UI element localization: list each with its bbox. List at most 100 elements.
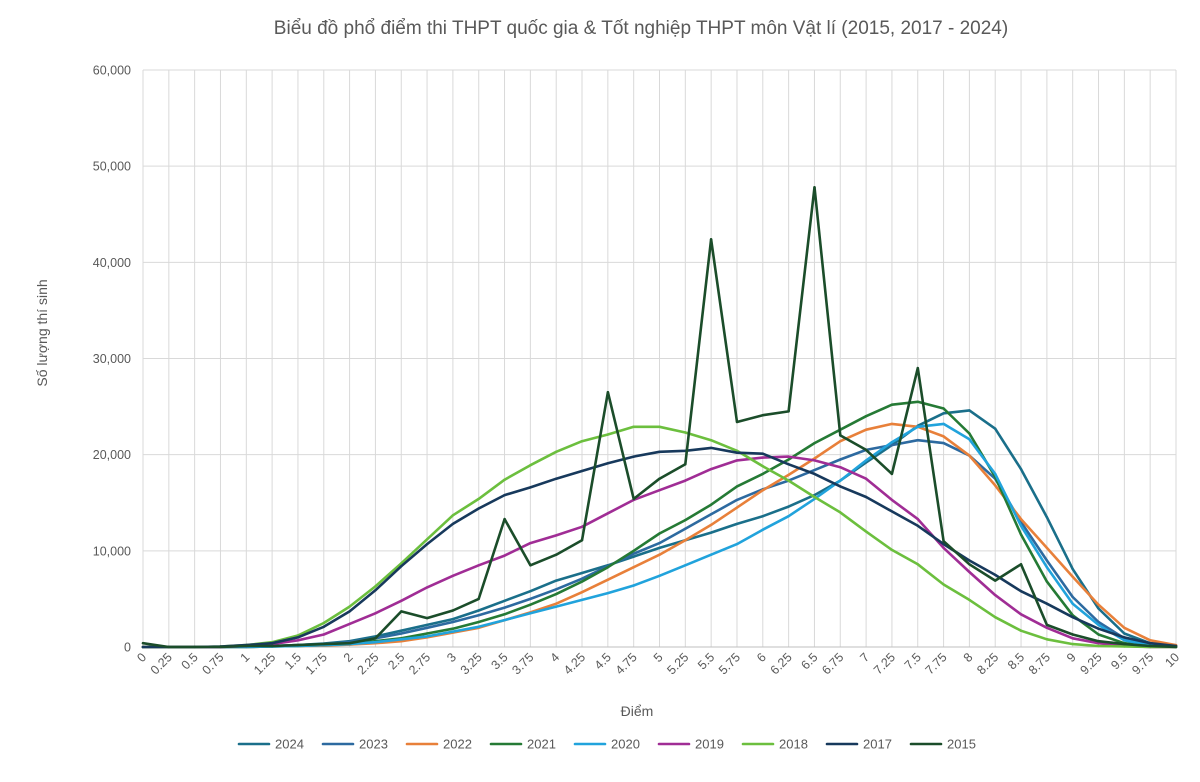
data-point-2019	[684, 479, 687, 482]
data-point-2022	[1045, 546, 1049, 550]
data-point-2022	[658, 553, 661, 556]
data-point-2021	[658, 532, 661, 535]
data-point-2019	[400, 599, 403, 602]
data-point-2018	[968, 598, 971, 602]
data-point-2023	[580, 577, 584, 580]
data-point-2020	[606, 591, 610, 595]
data-point-2015	[968, 563, 971, 566]
data-point-2019	[606, 512, 610, 515]
y-tick-label: 30,000	[93, 352, 131, 366]
data-point-2017	[1019, 590, 1023, 593]
data-point-2019	[477, 564, 480, 567]
data-point-2019	[890, 498, 894, 502]
y-tick-label: 0	[124, 641, 131, 655]
data-point-2019	[1045, 626, 1049, 629]
data-point-2021	[787, 458, 790, 461]
data-point-2018	[658, 425, 661, 428]
data-point-2020	[1045, 566, 1049, 569]
data-point-2019	[296, 639, 300, 642]
data-point-2021	[916, 400, 919, 403]
data-point-2018	[477, 497, 480, 501]
data-point-2022	[735, 506, 739, 509]
data-point-2015	[761, 414, 764, 417]
data-point-2024	[942, 412, 945, 415]
data-point-2018	[864, 530, 868, 533]
data-point-2021	[529, 603, 532, 606]
data-point-2018	[994, 616, 997, 619]
series-2017	[141, 446, 1178, 649]
data-point-2024	[658, 546, 661, 550]
data-point-2020	[580, 598, 584, 602]
data-point-2022	[994, 484, 997, 487]
data-point-2024	[477, 609, 480, 612]
legend-label: 2023	[359, 737, 388, 752]
data-point-2017	[606, 462, 610, 465]
data-point-2022	[1123, 626, 1126, 629]
data-point-2015	[555, 553, 558, 556]
data-point-2022	[968, 454, 971, 457]
data-point-2015	[270, 644, 274, 648]
data-point-2015	[839, 434, 842, 437]
data-point-2017	[1097, 627, 1100, 630]
data-point-2015	[296, 643, 300, 647]
data-point-2017	[839, 485, 842, 488]
data-point-2022	[761, 489, 764, 492]
data-point-2022	[787, 473, 790, 477]
data-point-2019	[1097, 642, 1100, 645]
data-point-2017	[270, 642, 274, 645]
data-point-2018	[529, 464, 532, 467]
data-point-2018	[348, 605, 351, 608]
data-point-2015	[580, 539, 584, 542]
data-point-2017	[632, 455, 635, 458]
data-point-2017	[968, 559, 971, 562]
data-point-2022	[632, 566, 635, 569]
data-point-2015	[1174, 645, 1178, 649]
data-point-2019	[658, 489, 661, 492]
data-point-2019	[968, 570, 971, 574]
data-point-2015	[632, 497, 635, 501]
data-point-2024	[968, 409, 971, 412]
data-point-2023	[684, 527, 687, 530]
data-point-2022	[709, 523, 713, 527]
data-point-2024	[1097, 607, 1100, 610]
y-tick-label: 20,000	[93, 448, 131, 462]
data-point-2020	[1071, 602, 1074, 605]
data-point-2018	[503, 478, 506, 481]
data-point-2020	[658, 574, 661, 577]
data-point-2018	[400, 562, 403, 565]
y-tick-label: 50,000	[93, 160, 131, 174]
data-point-2024	[400, 629, 403, 632]
data-point-2017	[374, 589, 377, 592]
data-point-2017	[580, 469, 584, 473]
y-tick-label: 60,000	[93, 64, 131, 78]
data-point-2021	[580, 580, 584, 583]
data-point-2018	[813, 495, 816, 499]
data-point-2018	[374, 585, 377, 588]
data-point-2015	[451, 609, 455, 612]
legend-label: 2021	[527, 737, 556, 752]
legend-item-2018: 2018	[741, 737, 808, 752]
data-point-2015	[400, 610, 403, 613]
data-point-2015	[322, 642, 325, 646]
data-point-2023	[1045, 559, 1049, 562]
data-point-2017	[942, 542, 945, 546]
data-point-2023	[942, 441, 945, 445]
data-point-2015	[1019, 563, 1023, 566]
data-point-2018	[425, 538, 429, 541]
data-point-2019	[529, 541, 532, 545]
data-point-2019	[787, 455, 790, 458]
legend-label: 2017	[863, 737, 892, 752]
data-point-2021	[942, 407, 945, 410]
data-point-2018	[916, 563, 919, 566]
data-point-2015	[167, 645, 170, 649]
series-2015	[141, 186, 1178, 649]
data-point-2023	[735, 498, 739, 502]
data-point-2024	[503, 599, 506, 602]
data-point-2020	[425, 635, 429, 638]
data-point-2018	[1045, 638, 1049, 641]
data-point-2017	[296, 636, 300, 639]
data-point-2021	[684, 518, 687, 522]
data-point-2020	[709, 553, 713, 556]
